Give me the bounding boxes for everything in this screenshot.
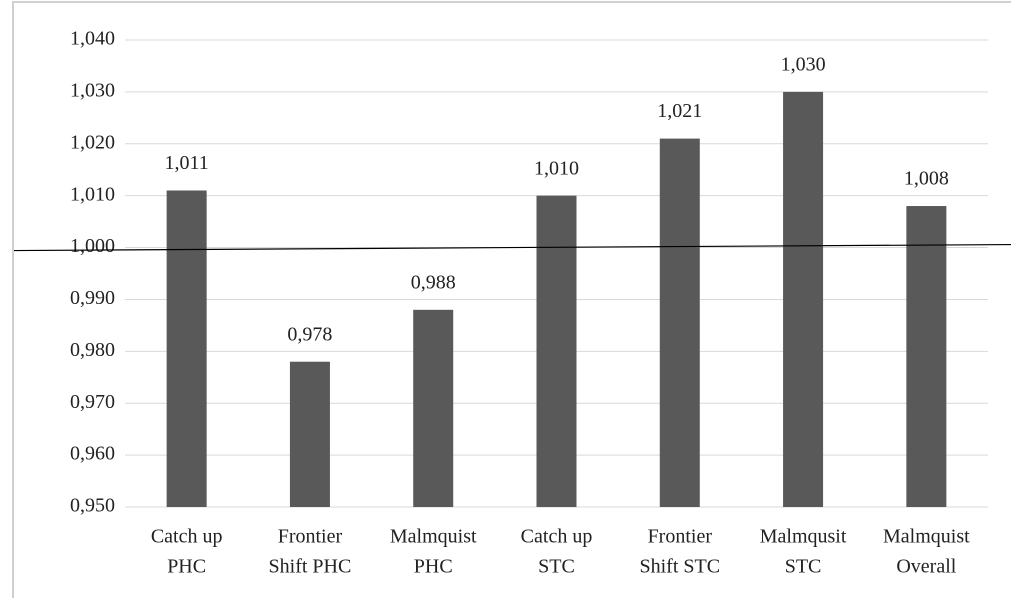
data-label: 1,030 — [781, 53, 826, 75]
y-tick-label: 0,990 — [70, 287, 115, 309]
data-label: 1,008 — [904, 168, 949, 190]
bar — [659, 138, 700, 508]
bar — [413, 309, 454, 507]
y-tick-label: 1,010 — [70, 183, 115, 205]
x-tick-label: PHC — [414, 556, 453, 578]
data-label: 0,978 — [287, 323, 332, 345]
x-tick-label: Malmqusit — [760, 526, 847, 548]
data-label: 1,021 — [657, 100, 702, 122]
data-label: 0,988 — [411, 271, 456, 293]
y-tick-label: 0,960 — [70, 443, 115, 465]
y-tick-label: 0,950 — [70, 495, 115, 517]
y-tick-label: 1,020 — [70, 131, 115, 153]
bar — [783, 91, 824, 507]
reference-line — [13, 243, 1011, 252]
bar — [166, 190, 207, 507]
y-tick-label: 0,980 — [70, 339, 115, 361]
x-tick-label: Malmquist — [883, 526, 970, 548]
x-tick-label: Shift PHC — [269, 556, 352, 578]
x-tick-label: Catch up — [151, 526, 223, 548]
chart-border — [12, 1, 1011, 598]
x-tick-label: STC — [785, 556, 822, 578]
x-tick-label: PHC — [167, 556, 206, 578]
y-tick-label: 0,970 — [70, 391, 115, 413]
y-tick-label: 1,000 — [70, 235, 115, 257]
x-tick-label: Malmquist — [390, 526, 477, 548]
x-tick-label: Frontier — [648, 526, 713, 548]
x-tick-label: Overall — [896, 556, 956, 578]
data-label: 1,010 — [534, 157, 579, 179]
bar — [536, 195, 577, 507]
data-label: 1,011 — [165, 152, 209, 174]
x-tick-label: Frontier — [278, 526, 343, 548]
bar — [289, 361, 330, 507]
y-tick-label: 1,030 — [70, 79, 115, 101]
y-tick-label: 1,040 — [70, 28, 115, 50]
x-tick-label: Shift STC — [639, 556, 720, 578]
x-tick-label: Catch up — [521, 526, 593, 548]
bar — [906, 206, 947, 508]
x-tick-label: STC — [538, 556, 575, 578]
